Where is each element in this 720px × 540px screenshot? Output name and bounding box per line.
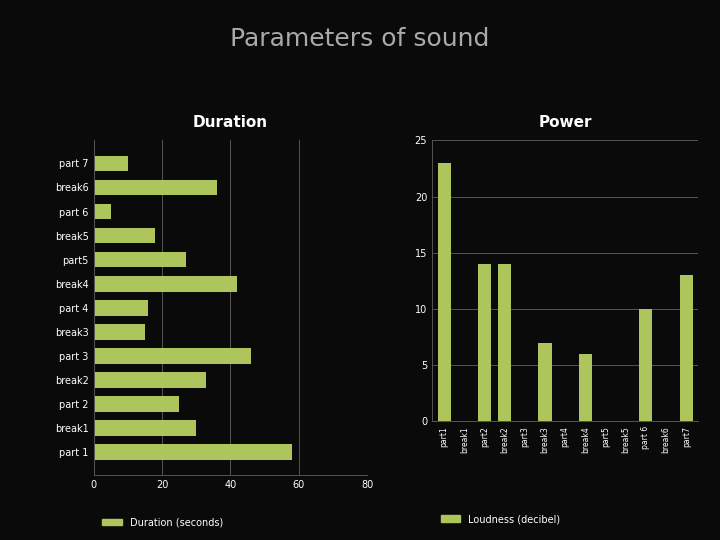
Text: Parameters of sound: Parameters of sound: [230, 27, 490, 51]
Bar: [94, 156, 128, 171]
Bar: [94, 204, 111, 219]
Bar: [639, 309, 652, 421]
Bar: [94, 348, 251, 364]
Title: Power: Power: [539, 114, 592, 130]
Bar: [680, 275, 693, 421]
Bar: [94, 300, 148, 315]
Legend: Loudness (decibel): Loudness (decibel): [437, 510, 564, 528]
Legend: Duration (seconds): Duration (seconds): [99, 514, 227, 531]
Bar: [94, 444, 292, 460]
Bar: [579, 354, 592, 421]
Bar: [438, 163, 451, 421]
Bar: [94, 252, 186, 267]
Bar: [478, 264, 491, 421]
Bar: [94, 324, 145, 340]
Title: Duration: Duration: [193, 114, 268, 130]
Bar: [94, 276, 238, 292]
Bar: [94, 420, 196, 436]
Bar: [94, 396, 179, 412]
Bar: [539, 342, 552, 421]
Bar: [94, 180, 217, 195]
Bar: [94, 228, 156, 244]
Bar: [94, 372, 207, 388]
Bar: [498, 264, 511, 421]
